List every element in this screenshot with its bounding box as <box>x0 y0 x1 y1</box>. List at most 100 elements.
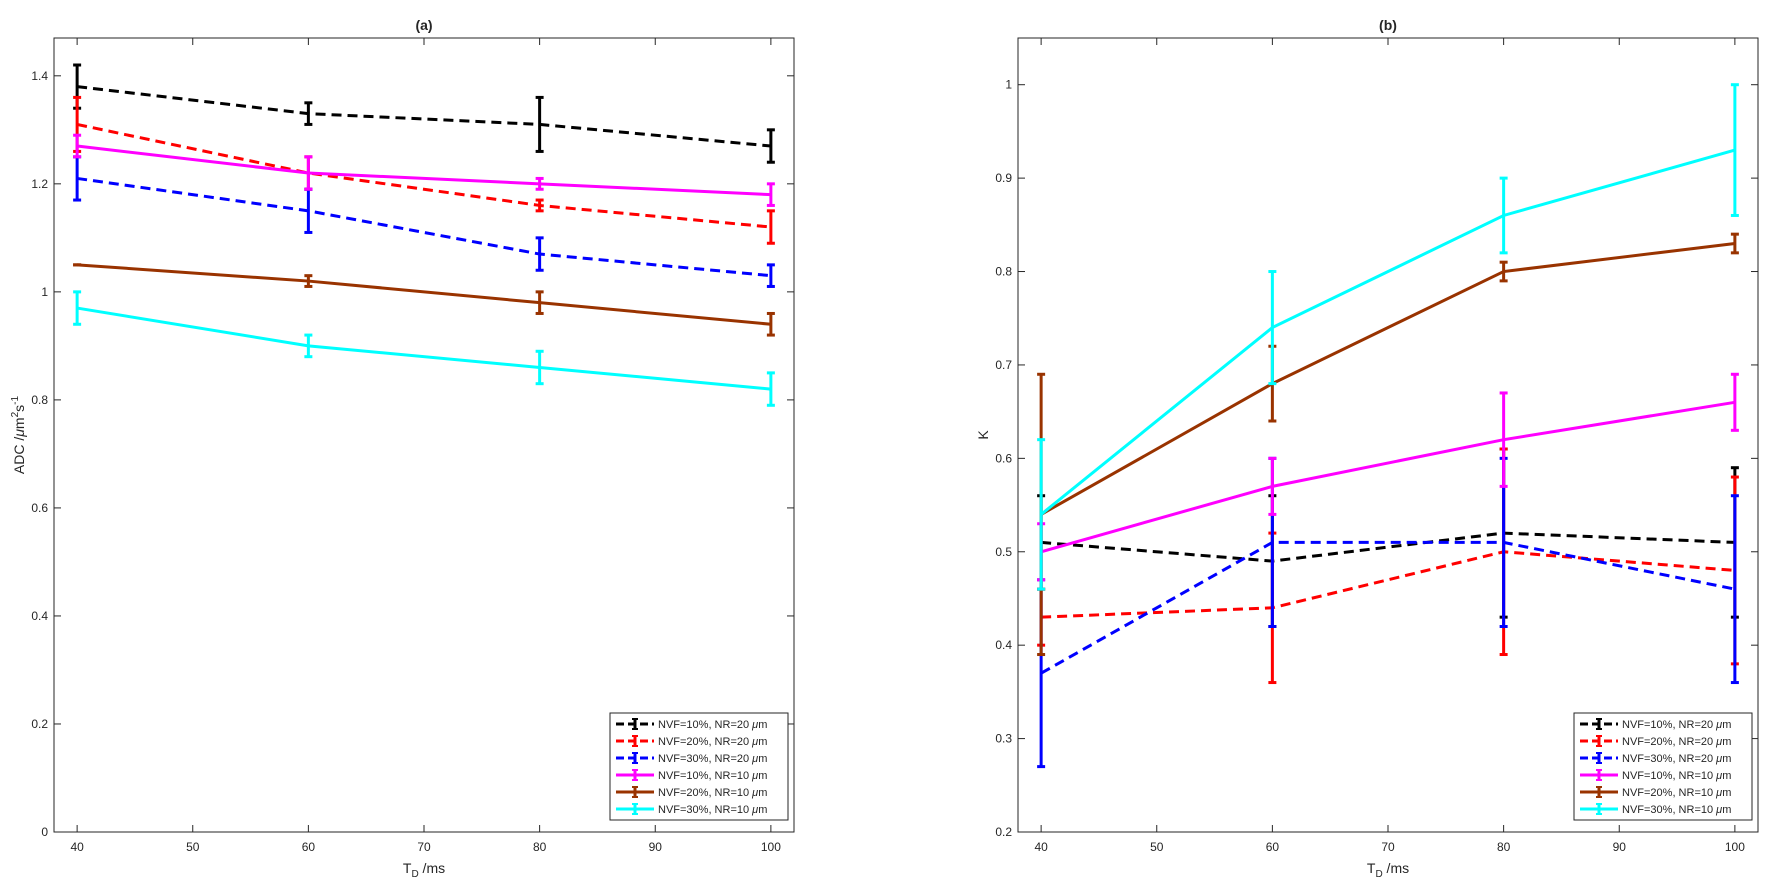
chart-title-b: (b) <box>1379 17 1397 33</box>
y-tick-label: 0.4 <box>995 638 1012 652</box>
legend-label: NVF=20%, NR=10 μm <box>1622 787 1731 799</box>
ticks-b: 40 50 60 70 80 90 100 0.2 0.3 0.4 0.5 0.6 0.7 0.8 0.9 1 <box>995 38 1758 854</box>
x-axis-label-main: T <box>403 860 412 876</box>
legend-entry: NVF=20%, NR=10 μm <box>1580 786 1731 799</box>
legend-label-pre: NVF=20%, NR=10 <box>658 787 752 799</box>
legend-label-pre: NVF=20%, NR=10 <box>1622 787 1716 799</box>
x-tick-label: 80 <box>1497 840 1511 854</box>
y-tick-label: 0.5 <box>995 545 1012 559</box>
legend-entry: NVF=20%, NR=20 μm <box>1580 735 1731 748</box>
legend-entry: NVF=30%, NR=10 μm <box>616 803 767 816</box>
series-line <box>1040 540 1736 675</box>
error-bar <box>766 371 775 407</box>
series-line <box>76 144 771 197</box>
legend-label-post: m <box>758 804 767 816</box>
error-bar <box>766 311 775 337</box>
legend-label-mu: μ <box>1715 753 1722 765</box>
legend-box <box>609 712 789 821</box>
error-bar <box>304 274 313 288</box>
x-tick-label: 40 <box>70 840 84 854</box>
y-tick-label: 1.2 <box>31 177 48 191</box>
legend-label: NVF=10%, NR=10 μm <box>1622 770 1731 782</box>
legend-label-pre: NVF=10%, NR=10 <box>1622 770 1716 782</box>
y-tick-label: 0.6 <box>995 451 1012 465</box>
legend-label-mu: μ <box>751 804 758 816</box>
chart-panel-b: (b) 40 50 60 70 80 90 100 0.2 0.3 0.4 0.5 0.6 0.7 0.8… <box>975 17 1759 880</box>
y-tick-label: 0.6 <box>31 501 48 515</box>
legend-label: NVF=20%, NR=10 μm <box>658 787 767 799</box>
x-axis-label-b: TD /ms <box>1367 860 1409 880</box>
x-axis-label-rest: /ms <box>1383 860 1409 876</box>
legend-label-pre: NVF=30%, NR=20 <box>1622 753 1716 765</box>
y-axis-label-pre: ADC / <box>11 437 27 474</box>
x-tick-label: 60 <box>302 840 316 854</box>
x-tick-label: 60 <box>1266 840 1280 854</box>
error-bar <box>1730 372 1739 432</box>
x-tick-label: 90 <box>1613 840 1627 854</box>
series-line <box>1040 148 1736 516</box>
x-tick-label: 100 <box>1725 840 1745 854</box>
y-tick-label: 0.8 <box>31 393 48 407</box>
x-axis-label-rest: /ms <box>419 860 445 876</box>
error-bar <box>1730 494 1739 685</box>
legend-label-pre: NVF=30%, NR=10 <box>658 804 752 816</box>
error-bar <box>535 349 544 386</box>
legend-label-post: m <box>1722 787 1731 799</box>
ticks-a: 40 50 60 70 80 90 100 0 0.2 0.4 0.6 0.8 1 1.2 1.4 <box>31 38 794 854</box>
legend-label: NVF=30%, NR=10 μm <box>1622 804 1731 816</box>
error-bar <box>535 176 544 191</box>
legend-box <box>1573 712 1753 821</box>
legend-label-mu: μ <box>751 753 758 765</box>
error-bar <box>1730 83 1739 217</box>
x-axis-label-sub: D <box>411 869 418 880</box>
y-axis-label-b: K <box>975 430 991 440</box>
series-line <box>76 85 772 148</box>
error-bar <box>1499 176 1508 255</box>
series-6 <box>1037 83 1739 591</box>
error-bar <box>304 155 313 191</box>
y-tick-label: 0.8 <box>995 265 1012 279</box>
y-tick-label: 0.9 <box>995 171 1012 185</box>
series-line <box>1040 400 1736 554</box>
y-tick-label: 0.2 <box>31 717 48 731</box>
series-4 <box>73 133 775 207</box>
x-tick-label: 40 <box>1034 840 1048 854</box>
y-tick-label: 1.4 <box>31 69 48 83</box>
x-tick-label: 70 <box>1381 840 1395 854</box>
y-axis-label-a: ADC /μm2s-1 <box>10 395 27 474</box>
error-bar <box>766 209 775 245</box>
legend-label-pre: NVF=10%, NR=20 <box>1622 719 1716 731</box>
legend-label-mu: μ <box>1715 804 1722 816</box>
y-axis-label-sup1: 2 <box>10 411 21 417</box>
plot-area-a <box>53 37 795 833</box>
legend-label-mu: μ <box>751 736 758 748</box>
error-bar <box>535 236 544 272</box>
series-line <box>1041 531 1735 563</box>
legend-label-post: m <box>1722 753 1731 765</box>
y-axis-label-s: s <box>11 405 27 412</box>
x-tick-label: 50 <box>1150 840 1164 854</box>
legend-label-post: m <box>1722 719 1731 731</box>
legend-entry: NVF=30%, NR=10 μm <box>1580 803 1731 816</box>
legend-label: NVF=20%, NR=20 μm <box>1622 736 1731 748</box>
legend-entry: NVF=20%, NR=10 μm <box>616 786 767 799</box>
series-line <box>76 306 772 391</box>
legend-label-mu: μ <box>1715 770 1722 782</box>
y-tick-label: 0.7 <box>995 358 1012 372</box>
x-tick-label: 50 <box>186 840 200 854</box>
legend-label-pre: NVF=30%, NR=10 <box>1622 804 1716 816</box>
legend-label-pre: NVF=10%, NR=20 <box>658 719 752 731</box>
series-6 <box>73 290 775 407</box>
legend-label-post: m <box>758 736 767 748</box>
error-bar <box>1037 438 1046 591</box>
y-tick-label: 0.4 <box>31 609 48 623</box>
y-axis-label-m: m <box>11 417 27 429</box>
legend-label-mu: μ <box>751 719 758 731</box>
error-bar <box>1268 456 1277 516</box>
error-bar <box>766 182 775 207</box>
legend-label-post: m <box>1722 804 1731 816</box>
error-bar <box>1499 260 1508 283</box>
